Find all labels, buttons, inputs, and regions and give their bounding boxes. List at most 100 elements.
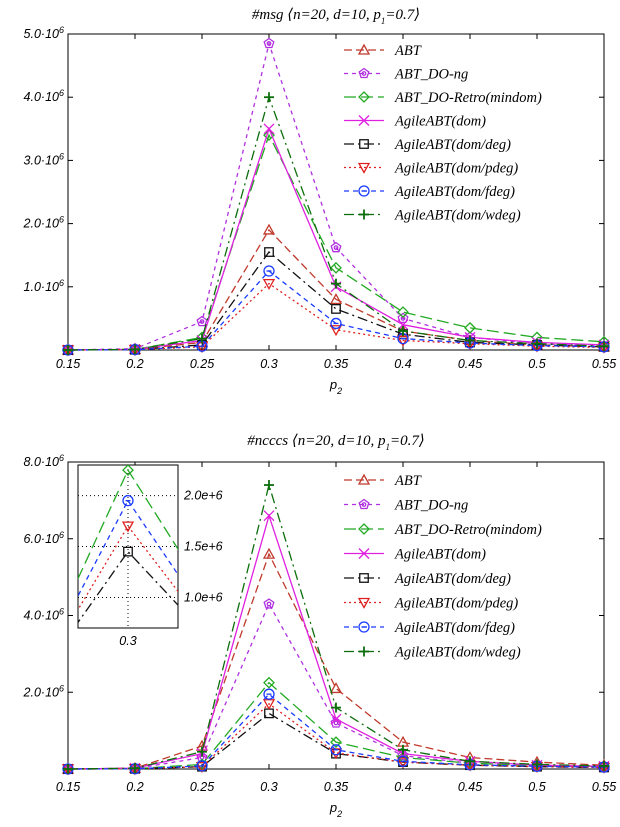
legend-marker xyxy=(357,473,371,485)
x-tick-label: 0.25 xyxy=(190,357,214,371)
series-line xyxy=(67,681,605,770)
legend-item: AgileABT(dom/pdeg) xyxy=(344,596,518,612)
data-point xyxy=(263,129,275,142)
series-line xyxy=(67,552,605,770)
data-point xyxy=(263,37,275,49)
x-tick-label: 0.3 xyxy=(260,357,277,371)
legend-item: ABT_DO-ng xyxy=(344,498,468,514)
x-tick-label: 0.25 xyxy=(190,780,214,794)
data-point xyxy=(195,762,209,774)
legend-item: AgileABT(dom) xyxy=(344,114,486,130)
x-tick-label: 0.45 xyxy=(458,780,482,794)
legend-label: ABT_DO-Retro(mindom) xyxy=(394,90,542,106)
series-line xyxy=(67,251,605,351)
data-point xyxy=(197,333,207,344)
data-point xyxy=(330,317,342,330)
data-point xyxy=(264,92,274,103)
legend-label: AgileABT(dom) xyxy=(394,114,486,130)
x-tick-label: 0.4 xyxy=(394,780,411,794)
legend-label: AgileABT(dom/fdeg) xyxy=(394,620,515,636)
x-tick-label: 0.45 xyxy=(458,357,482,371)
data-point xyxy=(197,746,207,757)
y-tick-label: 4.0·106 xyxy=(24,607,64,623)
legend-marker xyxy=(358,185,370,197)
legend-marker xyxy=(358,498,370,510)
data-point xyxy=(330,241,342,253)
data-point xyxy=(262,547,276,559)
legend-item: ABT_DO-Retro(mindom) xyxy=(344,90,542,106)
data-point xyxy=(398,744,408,755)
data-point xyxy=(263,598,275,609)
legend-item: AgileABT(dom/deg) xyxy=(344,571,511,587)
legend-item: AgileABT(dom/deg) xyxy=(344,137,511,153)
legend-item: ABT_DO-Retro(mindom) xyxy=(344,522,542,538)
x-axis-label: p2 xyxy=(329,800,342,819)
data-point xyxy=(262,278,276,290)
x-tick-label: 0.35 xyxy=(324,780,348,794)
series-line xyxy=(67,126,605,351)
legend-marker xyxy=(358,548,370,559)
data-point xyxy=(263,123,275,135)
legend-label: AgileABT(dom/pdeg) xyxy=(394,161,518,177)
chart-title: #ncccs ⟨n=20, d=10, p1=0.7⟩ xyxy=(247,433,424,452)
data-point xyxy=(599,760,609,771)
data-point xyxy=(63,345,73,355)
legend-marker xyxy=(358,115,370,126)
x-tick-label: 0.2 xyxy=(126,780,143,794)
series-line xyxy=(67,95,605,351)
plot-frame xyxy=(67,33,605,351)
data-point xyxy=(329,682,343,694)
legend-marker xyxy=(357,162,371,174)
inset-plot xyxy=(77,464,179,629)
data-point xyxy=(264,480,274,491)
x-tick-label: 0.55 xyxy=(592,357,616,371)
data-point xyxy=(532,759,542,770)
data-point xyxy=(532,338,542,349)
legend-marker xyxy=(359,139,369,149)
legend-label: AgileABT(dom/wdeg) xyxy=(394,208,521,224)
legend-marker xyxy=(358,523,370,535)
data-point xyxy=(130,763,140,774)
data-point xyxy=(329,325,343,337)
chart-title: #msg ⟨n=20, d=10, p1=0.7⟩ xyxy=(252,7,420,26)
legend-label: AgileABT(dom) xyxy=(394,547,486,563)
legend-item: AgileABT(dom/pdeg) xyxy=(344,161,518,177)
data-point xyxy=(330,736,342,749)
data-point xyxy=(196,315,208,327)
inset-x-tick-label: 0.3 xyxy=(119,634,136,648)
legend-label: ABT_DO-ng xyxy=(394,498,468,514)
legend-item: AgileABT(dom/wdeg) xyxy=(344,645,521,661)
data-point xyxy=(263,265,275,277)
data-point xyxy=(465,756,475,767)
legend-item: ABT_DO-ng xyxy=(344,67,468,83)
data-point xyxy=(331,304,341,314)
chart-ncccs: #ncccs ⟨n=20, d=10, p1=0.7⟩ 0.15 0.2 0.25 0.… xyxy=(23,433,617,819)
data-point xyxy=(599,341,609,352)
inset-y-tick-label: 1.5e+6 xyxy=(184,540,223,554)
data-point xyxy=(196,760,208,772)
legend-marker xyxy=(358,621,370,633)
data-point xyxy=(330,261,342,274)
inset-data-point xyxy=(122,465,134,477)
legend-label: AgileABT(dom/wdeg) xyxy=(394,645,521,661)
data-point xyxy=(396,757,410,769)
legend-item: AgileABT(dom/fdeg) xyxy=(344,620,515,636)
legend-item: AgileABT(dom/fdeg) xyxy=(344,184,515,200)
x-tick-label: 0.35 xyxy=(324,357,348,371)
x-axis-label: p2 xyxy=(329,377,342,396)
inset-series-line xyxy=(78,468,178,581)
chart-msg: #msg ⟨n=20, d=10, p1=0.7⟩ 0.15 0.2 0.25 0.3 0… xyxy=(23,7,617,396)
data-point xyxy=(330,744,342,756)
data-point xyxy=(63,764,73,774)
inset-y-tick-label: 1.0e+6 xyxy=(184,590,223,604)
data-point xyxy=(331,278,341,289)
data-point xyxy=(465,335,475,346)
data-point xyxy=(331,702,341,713)
y-tick-label: 2.0·106 xyxy=(23,683,64,699)
x-tick-label: 0.15 xyxy=(56,357,80,371)
x-tick-label: 0.2 xyxy=(126,357,143,371)
series-line xyxy=(67,712,605,770)
y-tick-label: 8.0·106 xyxy=(24,453,64,469)
data-point xyxy=(130,344,140,355)
